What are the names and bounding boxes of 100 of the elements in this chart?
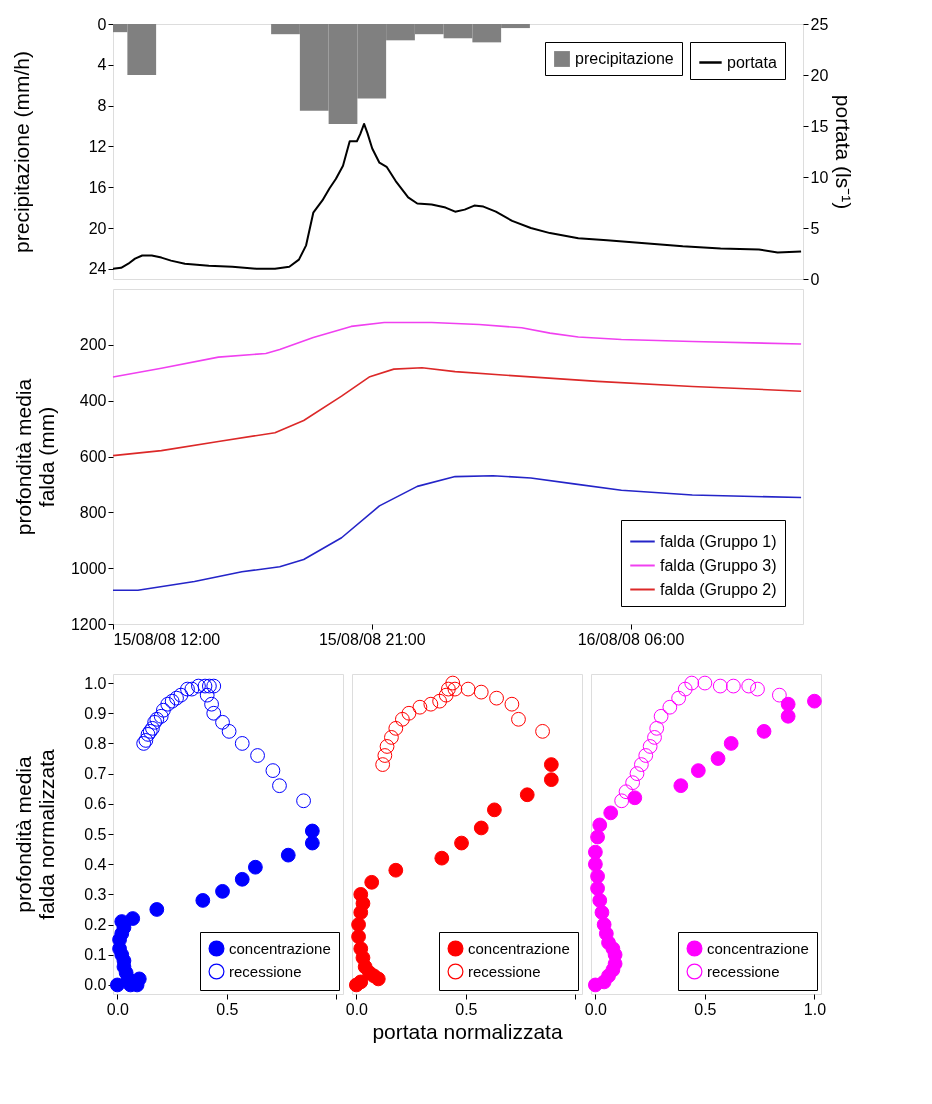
point bbox=[587, 844, 603, 860]
point bbox=[587, 856, 603, 872]
point bbox=[543, 772, 559, 788]
point bbox=[169, 690, 184, 706]
point bbox=[195, 893, 211, 908]
y-tick-label: 20 bbox=[88, 219, 107, 237]
point bbox=[191, 678, 206, 694]
y-tick-label: 0 bbox=[97, 15, 107, 33]
x-tick-label: 0.5 bbox=[216, 1000, 239, 1018]
point bbox=[627, 790, 643, 806]
point bbox=[625, 775, 641, 791]
x-tick-label: 0.0 bbox=[345, 1000, 369, 1018]
point bbox=[388, 862, 404, 878]
point bbox=[423, 696, 439, 712]
point bbox=[603, 805, 619, 821]
point bbox=[201, 678, 217, 694]
point bbox=[684, 675, 700, 691]
y-axis-title: profondità media falda normalizzata bbox=[11, 748, 58, 920]
point bbox=[388, 720, 404, 736]
y-tick-label: 0.6 bbox=[84, 795, 107, 813]
y-tick-label: 0.5 bbox=[84, 825, 107, 843]
point bbox=[473, 684, 489, 700]
y-tick-label: 0.1 bbox=[84, 946, 107, 964]
point bbox=[473, 820, 489, 836]
point bbox=[771, 687, 787, 703]
legend-label: falda (Gruppo 3) bbox=[660, 556, 777, 574]
y2-tick-label: 25 bbox=[810, 15, 829, 33]
point bbox=[535, 723, 550, 739]
y-tick-label: 800 bbox=[79, 503, 107, 521]
point bbox=[710, 751, 726, 766]
x-tick-label: 0.5 bbox=[694, 1000, 717, 1018]
point bbox=[594, 905, 610, 920]
point bbox=[489, 690, 504, 706]
point bbox=[184, 681, 200, 697]
x-tick-label: 16/08/08 06:00 bbox=[577, 630, 685, 648]
point bbox=[215, 714, 230, 730]
y2-tick-label: 20 bbox=[810, 66, 829, 84]
point bbox=[265, 763, 281, 778]
point bbox=[206, 705, 222, 721]
point bbox=[353, 905, 369, 920]
point bbox=[375, 757, 391, 772]
legend-label: recessione bbox=[468, 962, 541, 980]
point bbox=[677, 681, 693, 697]
point bbox=[653, 708, 669, 724]
point bbox=[234, 736, 250, 751]
point bbox=[412, 699, 428, 715]
point bbox=[296, 793, 311, 809]
point bbox=[394, 711, 410, 727]
point bbox=[384, 730, 399, 745]
point bbox=[364, 874, 380, 890]
y-tick-label: 0.7 bbox=[84, 765, 107, 783]
y-tick-label: 12 bbox=[88, 137, 107, 155]
y-axis-title: precipitazione (mm/h) bbox=[9, 51, 33, 253]
y-tick-label: 24 bbox=[88, 260, 107, 278]
point bbox=[432, 693, 448, 709]
point bbox=[221, 723, 237, 739]
legend-label: portata bbox=[727, 53, 777, 71]
point bbox=[379, 739, 395, 754]
x-tick-label: 0.0 bbox=[584, 1000, 608, 1018]
point bbox=[618, 784, 634, 800]
y2-axis-title: portata (ls⁻¹) bbox=[832, 94, 856, 210]
point bbox=[304, 835, 320, 851]
y-tick-label: 600 bbox=[79, 448, 107, 465]
y-tick-label: 1200 bbox=[70, 615, 107, 633]
y-tick-label: 1.0 bbox=[84, 674, 107, 692]
legend-label: falda (Gruppo 2) bbox=[660, 580, 777, 598]
point bbox=[543, 757, 559, 772]
point bbox=[690, 763, 706, 778]
legend-label: precipitazione bbox=[575, 50, 674, 67]
x-tick-label: 15/08/08 21:00 bbox=[318, 630, 426, 648]
point bbox=[445, 675, 461, 691]
point bbox=[642, 739, 658, 754]
point bbox=[434, 850, 450, 866]
point bbox=[649, 720, 665, 736]
point bbox=[247, 859, 263, 875]
point bbox=[592, 817, 608, 833]
point bbox=[486, 802, 502, 818]
y-tick-label: 0.0 bbox=[84, 976, 107, 994]
point bbox=[673, 778, 689, 794]
y-tick-label: 400 bbox=[79, 392, 107, 410]
legend-label: falda (Gruppo 1) bbox=[660, 532, 777, 550]
point bbox=[592, 893, 608, 908]
legend-label: concentrazione bbox=[707, 939, 809, 957]
y2-tick-label: 10 bbox=[810, 168, 829, 186]
point bbox=[590, 880, 605, 896]
point bbox=[447, 681, 463, 697]
y-tick-label: 0.3 bbox=[84, 885, 107, 903]
point bbox=[140, 727, 156, 742]
y-tick-label: 1000 bbox=[70, 559, 107, 577]
y-tick-label: 0.2 bbox=[84, 916, 107, 934]
point bbox=[454, 835, 469, 851]
point bbox=[750, 681, 765, 697]
legend-label: concentrazione bbox=[229, 939, 331, 957]
point bbox=[204, 696, 219, 712]
point bbox=[723, 736, 739, 751]
point bbox=[164, 693, 180, 709]
point bbox=[215, 883, 230, 899]
point bbox=[697, 675, 713, 691]
point bbox=[712, 678, 728, 694]
point bbox=[756, 723, 772, 739]
